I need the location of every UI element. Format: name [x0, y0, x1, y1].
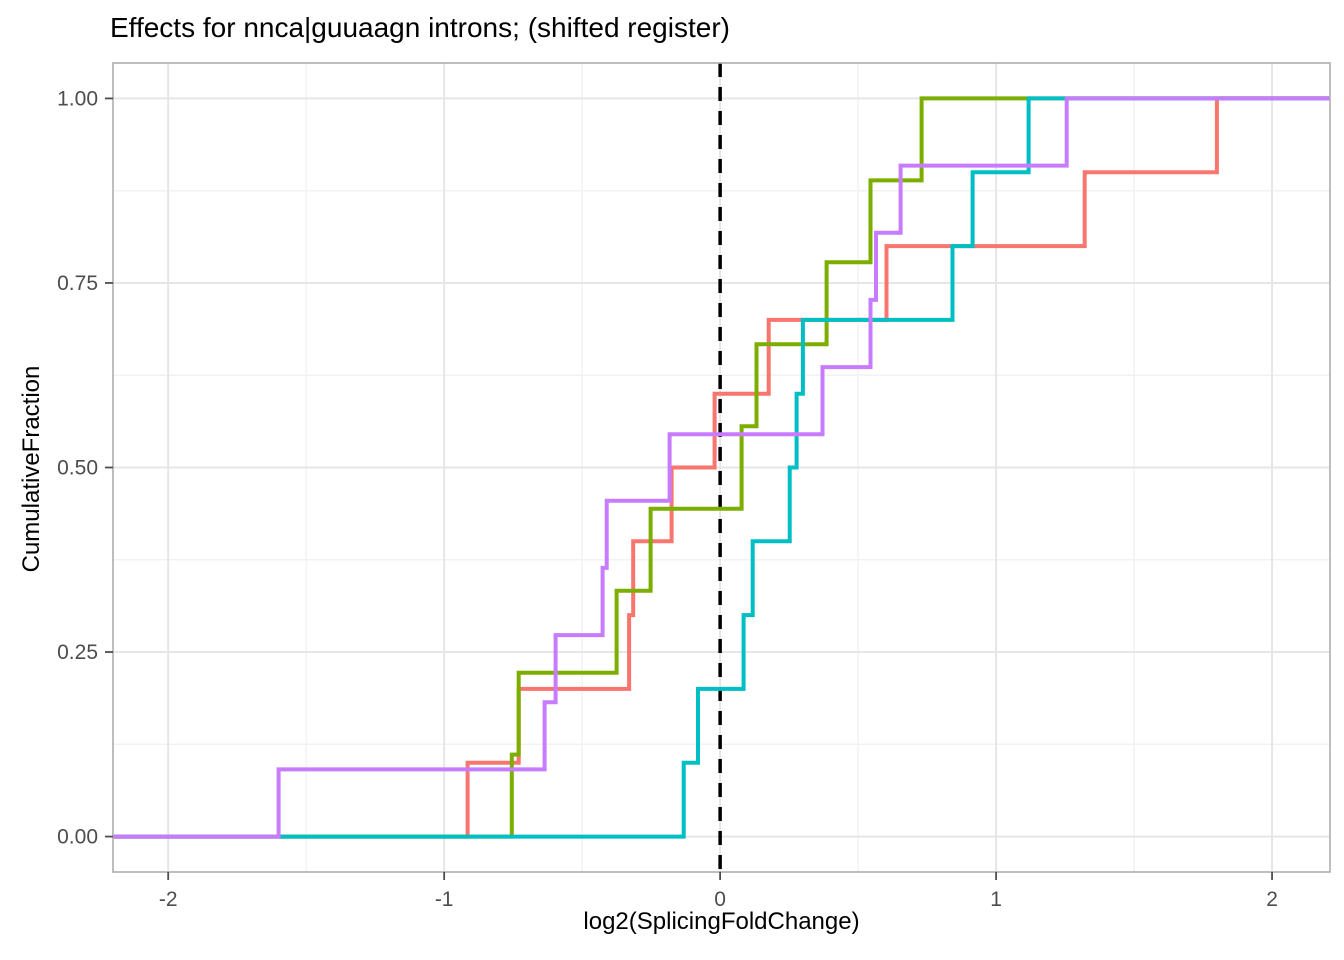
y-tick-label: 0.50: [57, 457, 98, 480]
y-axis-title: CumulativeFraction: [18, 365, 45, 573]
y-tick-label: 0.25: [57, 641, 98, 664]
y-tick-label: 0.75: [57, 272, 98, 295]
plot-title: Effects for nnca|guuaagn introns; (shift…: [110, 12, 730, 43]
x-axis-title: log2(SplicingFoldChange): [583, 908, 860, 935]
x-tick-label: 1: [990, 888, 1002, 911]
y-tick-label: 1.00: [57, 87, 98, 110]
x-tick-label: -1: [435, 888, 454, 911]
x-tick-label: -2: [159, 888, 178, 911]
ecdf-line-purple: [113, 96, 1330, 839]
x-tick-label: 2: [1266, 888, 1278, 911]
ecdf-line-green: [113, 96, 1330, 839]
ecdf-line-teal: [113, 96, 1330, 839]
y-tick-label: 0.00: [57, 826, 98, 849]
x-tick-label: 0: [714, 888, 726, 911]
